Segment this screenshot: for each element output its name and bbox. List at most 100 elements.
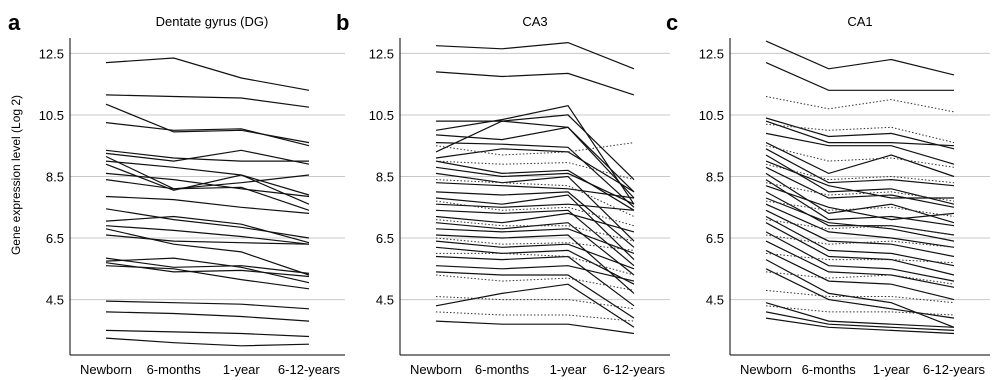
series-line-a-5 [105,149,310,165]
series-line-b-29 [435,179,635,217]
y-tick-label-a-10.5: 10.5 [39,108,64,123]
series-line-b-33 [436,252,635,276]
series-line-a-13 [105,215,310,244]
series-line-b-22 [435,255,635,307]
series-line-a-24 [105,337,310,347]
series-line-c-35 [765,252,955,264]
series-line-c-28 [765,123,955,144]
panel-title-a: Dentate gyrus (DG) [156,14,269,29]
series-line-a-3 [105,122,310,147]
x-tick-label-a-3: 6-12-years [278,362,341,377]
x-tick-label-c-1: 6-months [802,362,857,377]
series-line-a-17 [105,257,310,274]
series-line-b-15 [435,209,635,267]
x-tick-label-b-3: 6-12-years [603,362,666,377]
series-line-c-3 [765,120,955,147]
series-line-c-17 [765,215,955,267]
series-line-c-32 [765,200,955,217]
series-line-a-7 [105,160,310,196]
series-line-b-3 [435,105,635,205]
series-line-c-33 [765,219,955,236]
series-line-a-12 [105,208,310,239]
y-tick-label-a-4.5: 4.5 [46,293,64,308]
series-line-b-14 [435,203,635,211]
series-line-c-26 [765,317,955,335]
series-line-c-27 [765,96,955,113]
series-line-a-11 [105,195,310,214]
series-line-a-2 [105,103,310,144]
series-line-b-20 [435,240,635,270]
series-line-b-18 [435,228,635,254]
y-tick-label-b-10.5: 10.5 [369,108,394,123]
series-line-b-9 [435,166,635,205]
series-line-a-4 [105,149,309,162]
series-line-b-23 [435,265,635,282]
series-line-a-14 [105,225,310,245]
series-line-c-14 [765,197,955,242]
series-line-a-15 [105,228,310,276]
series-line-b-25 [435,283,635,328]
y-tick-label-b-12.5: 12.5 [369,46,394,61]
x-tick-label-b-2: 1-year [550,362,588,377]
series-line-c-2 [765,117,955,150]
series-line-c-36 [765,271,955,285]
series-line-c-0 [765,40,955,76]
series-line-b-11 [435,182,635,199]
series-line-b-28 [435,160,635,181]
series-line-c-23 [765,268,955,319]
y-tick-label-b-4.5: 4.5 [376,293,394,308]
series-line-c-25 [765,311,955,331]
x-tick-label-c-3: 6-12-years [923,362,986,377]
series-line-a-20 [105,265,310,290]
series-line-c-24 [765,302,955,328]
y-tick-label-a-8.5: 8.5 [46,169,64,184]
y-tick-label-a-12.5: 12.5 [39,46,64,61]
series-line-c-9 [765,166,955,208]
series-line-b-27 [435,142,635,156]
series-line-c-11 [765,179,955,227]
x-tick-label-b-1: 6-months [475,362,530,377]
series-line-a-16 [105,234,310,245]
series-line-b-24 [435,271,635,319]
x-tick-label-a-1: 6-months [147,362,202,377]
series-line-b-31 [435,219,635,242]
series-line-b-5 [435,142,635,208]
series-line-c-15 [765,203,955,248]
panel-letter-c: c [666,10,678,35]
series-line-b-34 [435,274,635,291]
series-line-c-6 [765,148,955,187]
series-line-b-1 [435,71,635,96]
series-line-a-23 [105,329,310,338]
series-line-c-31 [765,182,955,202]
y-tick-label-c-12.5: 12.5 [699,46,724,61]
series-line-b-4 [435,126,635,193]
y-tick-label-b-8.5: 8.5 [376,169,394,184]
y-tick-label-a-6.5: 6.5 [46,231,64,246]
series-line-a-1 [105,94,310,108]
x-tick-label-a-2: 1-year [223,362,261,377]
series-line-b-26 [435,320,635,335]
x-tick-label-a-0: Newborn [80,362,132,377]
panel-letter-a: a [8,10,21,35]
series-line-b-19 [435,234,635,294]
series-line-a-0 [105,57,310,91]
series-line-b-10 [435,172,635,242]
x-tick-label-b-0: Newborn [410,362,462,377]
series-line-a-8 [105,163,310,205]
panel-title-c: CA1 [847,14,872,29]
series-line-c-8 [765,160,954,199]
series-line-a-18 [105,257,310,284]
series-line-c-21 [765,249,955,301]
series-line-b-36 [435,311,635,322]
series-line-b-8 [435,160,635,211]
series-line-a-10 [105,179,310,211]
y-tick-label-c-8.5: 8.5 [706,169,724,184]
y-axis-label: Gene expression level (Log 2) [9,95,23,255]
series-line-c-22 [765,259,955,328]
y-tick-label-c-6.5: 6.5 [706,231,724,246]
series-line-c-29 [765,145,955,168]
series-line-b-13 [435,194,635,261]
series-line-c-5 [765,142,955,178]
series-line-a-21 [105,300,310,310]
